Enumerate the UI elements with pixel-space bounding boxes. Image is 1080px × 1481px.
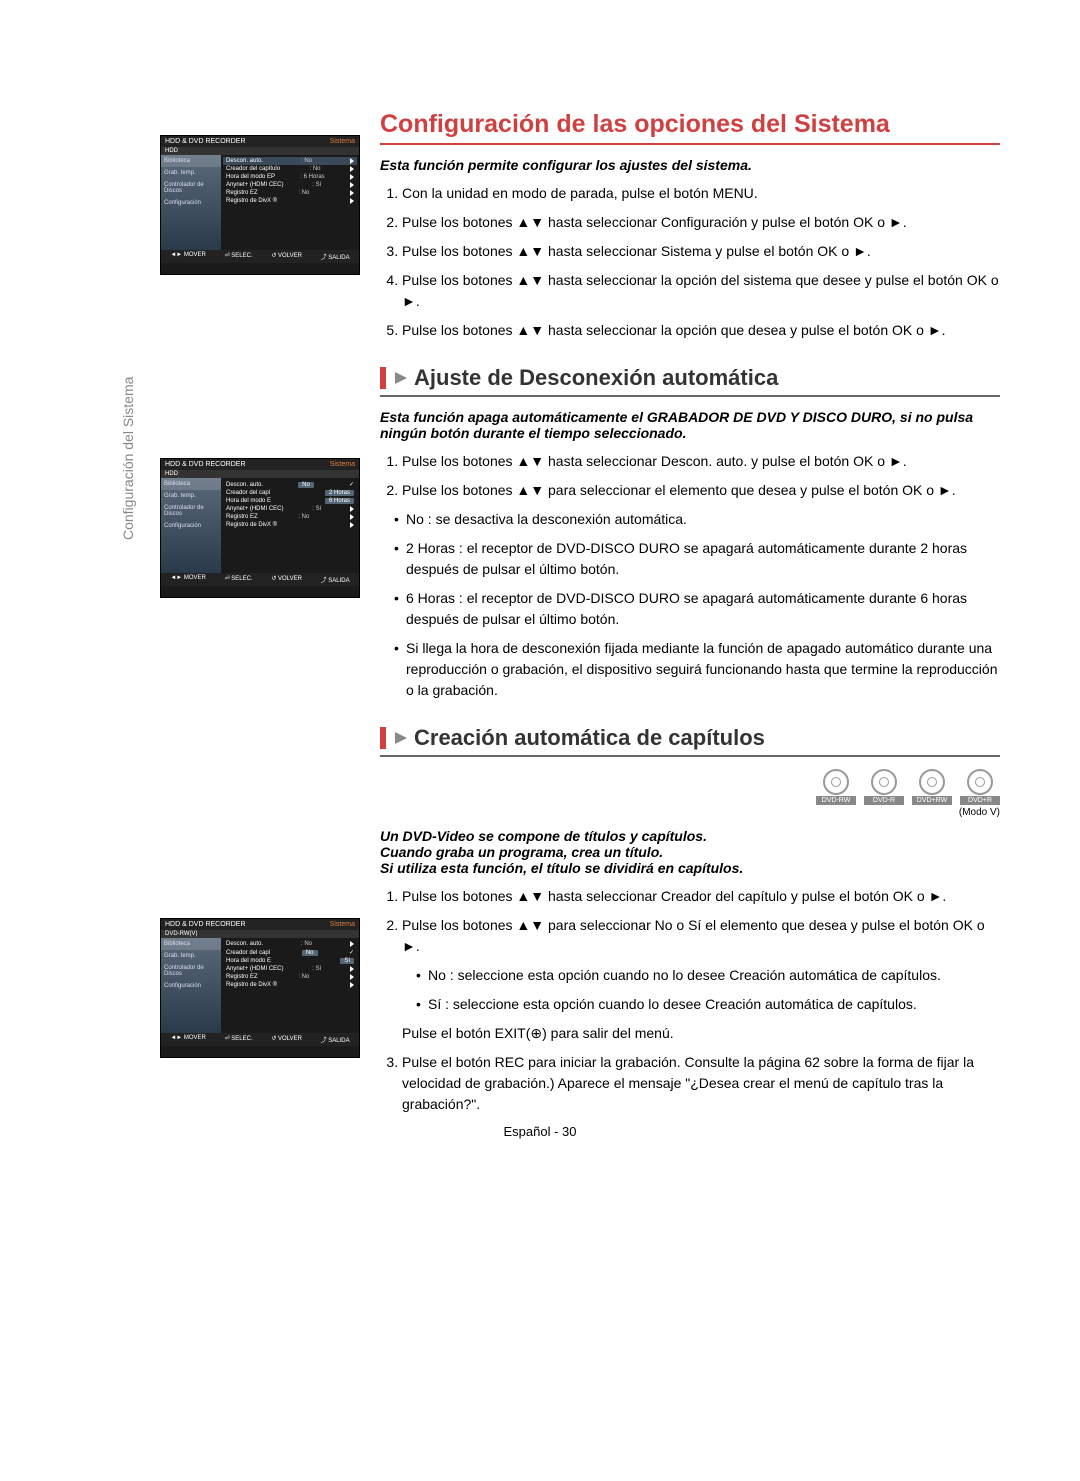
- mini-nav: Biblioteca Grab. temp. Controlador de Di…: [161, 155, 221, 250]
- screenshot-auto-off: HDD & DVD RECORDERSistema HDD Biblioteca…: [160, 458, 360, 598]
- disc-badges: DVD-RW DVD-R DVD+RW DVD+R: [380, 769, 1000, 805]
- red-bar-icon: [380, 727, 386, 749]
- screenshot-chapter-creator: HDD & DVD RECORDERSistema DVD-RW(V) Bibl…: [160, 918, 360, 1058]
- steps-main: Con la unidad en modo de parada, pulse e…: [402, 183, 1000, 341]
- bullets-auto: No : se desactiva la desconexión automát…: [394, 509, 1000, 701]
- page-footer: Español - 30: [504, 1124, 577, 1139]
- heading-chapter: Creación automática de capítulos: [380, 725, 1000, 757]
- side-section-label: Configuración del Sistema: [120, 377, 136, 540]
- intro-chapter: Un DVD-Video se compone de títulos y cap…: [380, 828, 1000, 876]
- section-system-config: Configuración de las opciones del Sistem…: [380, 110, 1000, 341]
- steps-chapter: Pulse los botones ▲▼ hasta seleccionar C…: [402, 886, 1000, 1115]
- disc-badge: DVD-R: [864, 769, 904, 805]
- heading-main: Configuración de las opciones del Sistem…: [380, 110, 1000, 145]
- mode-v-note: (Modo V): [380, 807, 1000, 818]
- intro-main: Esta función permite configurar los ajus…: [380, 157, 1000, 173]
- screenshot-system-menu: HDD & DVD RECORDERSistema HDD Biblioteca…: [160, 135, 360, 275]
- section-chapter: Creación automática de capítulos DVD-RW …: [380, 725, 1000, 1115]
- red-bar-icon: [380, 367, 386, 389]
- disc-badge: DVD+RW: [912, 769, 952, 805]
- section-auto-off: Ajuste de Desconexión automática Esta fu…: [380, 365, 1000, 701]
- arrow-icon: [394, 731, 408, 745]
- arrow-icon: [394, 371, 408, 385]
- disc-badge: DVD-RW: [816, 769, 856, 805]
- disc-badge: DVD+R: [960, 769, 1000, 805]
- heading-auto: Ajuste de Desconexión automática: [380, 365, 1000, 397]
- steps-auto: Pulse los botones ▲▼ hasta seleccionar D…: [402, 451, 1000, 501]
- intro-auto: Esta función apaga automáticamente el GR…: [380, 409, 1000, 441]
